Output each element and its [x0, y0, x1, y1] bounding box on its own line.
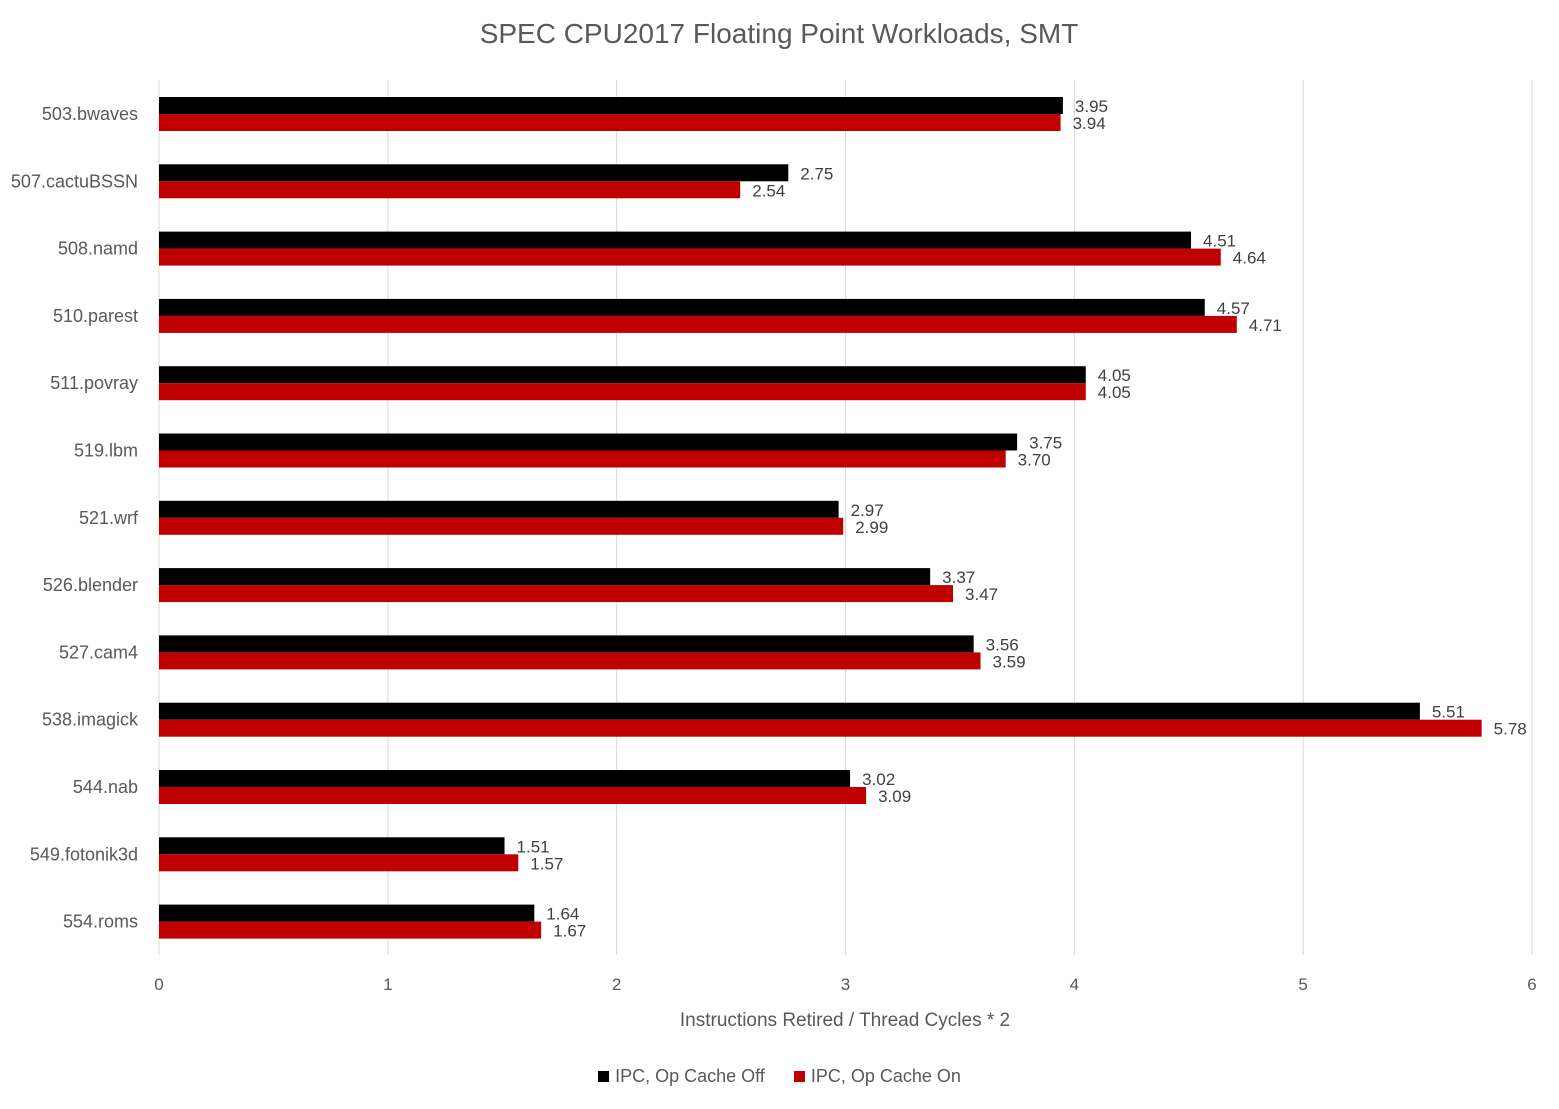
- x-tick-label: 4: [1070, 975, 1079, 994]
- legend-label-op-cache-off: IPC, Op Cache Off: [615, 1066, 765, 1086]
- data-label: 3.59: [993, 652, 1026, 671]
- bar-op-cache-off: [159, 770, 851, 787]
- chart-title: SPEC CPU2017 Floating Point Workloads, S…: [480, 18, 1079, 49]
- bar-op-cache-on: [159, 248, 1221, 266]
- bar-op-cache-off: [159, 500, 839, 518]
- legend-label-op-cache-on: IPC, Op Cache On: [810, 1066, 961, 1086]
- data-label: 3.75: [1029, 434, 1062, 453]
- data-label: 4.05: [1098, 366, 1131, 385]
- bar-op-cache-on: [159, 450, 1006, 468]
- data-label: 5.78: [1494, 720, 1527, 739]
- category-label: 507.cactuBSSN: [11, 171, 138, 191]
- bar-op-cache-on: [159, 787, 867, 804]
- bar-op-cache-off: [159, 568, 931, 586]
- bar-op-cache-off: [159, 164, 789, 182]
- data-label: 4.71: [1249, 316, 1282, 335]
- category-label: 511.povray: [50, 373, 138, 393]
- category-label: 521.wrf: [79, 508, 139, 528]
- data-label: 4.57: [1217, 299, 1250, 318]
- category-label: 510.parest: [53, 306, 138, 326]
- data-label: 3.47: [965, 585, 998, 604]
- legend-item-op-cache-off: IPC, Op Cache Off: [598, 1066, 765, 1087]
- x-axis-ticks: 0 1 2 3 4 5 6: [154, 975, 1536, 994]
- data-label: 3.09: [878, 787, 911, 806]
- bars: [159, 97, 1482, 939]
- x-tick-label: 1: [383, 975, 392, 994]
- category-label: 527.cam4: [59, 642, 138, 662]
- bar-op-cache-off: [159, 366, 1086, 384]
- data-label: 4.64: [1233, 249, 1266, 268]
- category-label: 508.namd: [58, 239, 138, 259]
- data-label: 3.70: [1018, 451, 1051, 470]
- x-tick-label: 5: [1298, 975, 1307, 994]
- bar-op-cache-on: [159, 652, 981, 670]
- bar-op-cache-off: [159, 97, 1063, 114]
- data-label: 3.95: [1075, 97, 1108, 116]
- category-label: 526.blender: [43, 575, 138, 595]
- legend-swatch-op-cache-off: [598, 1071, 610, 1082]
- category-label: 503.bwaves: [42, 104, 138, 124]
- category-label: 554.roms: [63, 912, 138, 932]
- bar-op-cache-on: [159, 517, 844, 535]
- data-label: 1.51: [517, 837, 550, 856]
- category-label: 549.fotonik3d: [30, 844, 138, 864]
- data-label: 2.54: [752, 181, 785, 200]
- data-label: 1.57: [530, 854, 563, 873]
- category-label: 519.lbm: [74, 441, 138, 461]
- bar-op-cache-on: [159, 383, 1086, 401]
- data-label: 3.02: [862, 770, 895, 789]
- bar-op-cache-on: [159, 315, 1237, 333]
- data-label: 4.05: [1098, 383, 1131, 402]
- bar-op-cache-on: [159, 114, 1061, 131]
- data-label: 3.56: [986, 635, 1019, 654]
- bar-op-cache-off: [159, 433, 1018, 451]
- x-tick-label: 6: [1527, 975, 1536, 994]
- bar-op-cache-off: [159, 904, 535, 922]
- legend: IPC, Op Cache Off IPC, Op Cache On: [0, 1066, 1559, 1087]
- bar-op-cache-on: [159, 585, 954, 603]
- data-label: 1.67: [553, 922, 586, 941]
- data-label: 5.51: [1432, 703, 1465, 722]
- data-label: 1.64: [546, 905, 579, 924]
- category-label: 544.nab: [73, 777, 138, 797]
- data-label: 4.51: [1203, 232, 1236, 251]
- data-label: 3.37: [942, 568, 975, 587]
- category-label: 538.imagick: [42, 710, 139, 730]
- x-tick-label: 0: [154, 975, 163, 994]
- data-label: 3.94: [1073, 114, 1106, 133]
- data-label: 2.97: [851, 501, 884, 520]
- bar-op-cache-on: [159, 181, 741, 199]
- value-labels: 3.953.94 2.75 2.54 4.514.64 4.574.71 4.054.05…: [517, 97, 1527, 941]
- bar-op-cache-on: [159, 854, 519, 872]
- category-labels: 503.bwaves 507.cactuBSSN 508.namd 510.pares…: [11, 104, 139, 932]
- bar-op-cache-off: [159, 231, 1192, 249]
- legend-swatch-op-cache-on: [793, 1071, 805, 1082]
- x-axis-title: Instructions Retired / Thread Cycles * 2: [680, 1010, 1010, 1031]
- x-tick-label: 3: [841, 975, 850, 994]
- data-label: 2.75: [800, 164, 833, 183]
- bar-op-cache-on: [159, 921, 542, 939]
- x-tick-label: 2: [612, 975, 621, 994]
- bar-op-cache-off: [159, 702, 1420, 720]
- bar-op-cache-off: [159, 635, 974, 653]
- bar-op-cache-off: [159, 837, 505, 855]
- data-label: 2.99: [855, 518, 888, 537]
- bar-op-cache-off: [159, 298, 1205, 316]
- legend-item-op-cache-on: IPC, Op Cache On: [793, 1066, 961, 1087]
- bar-op-cache-on: [159, 719, 1482, 737]
